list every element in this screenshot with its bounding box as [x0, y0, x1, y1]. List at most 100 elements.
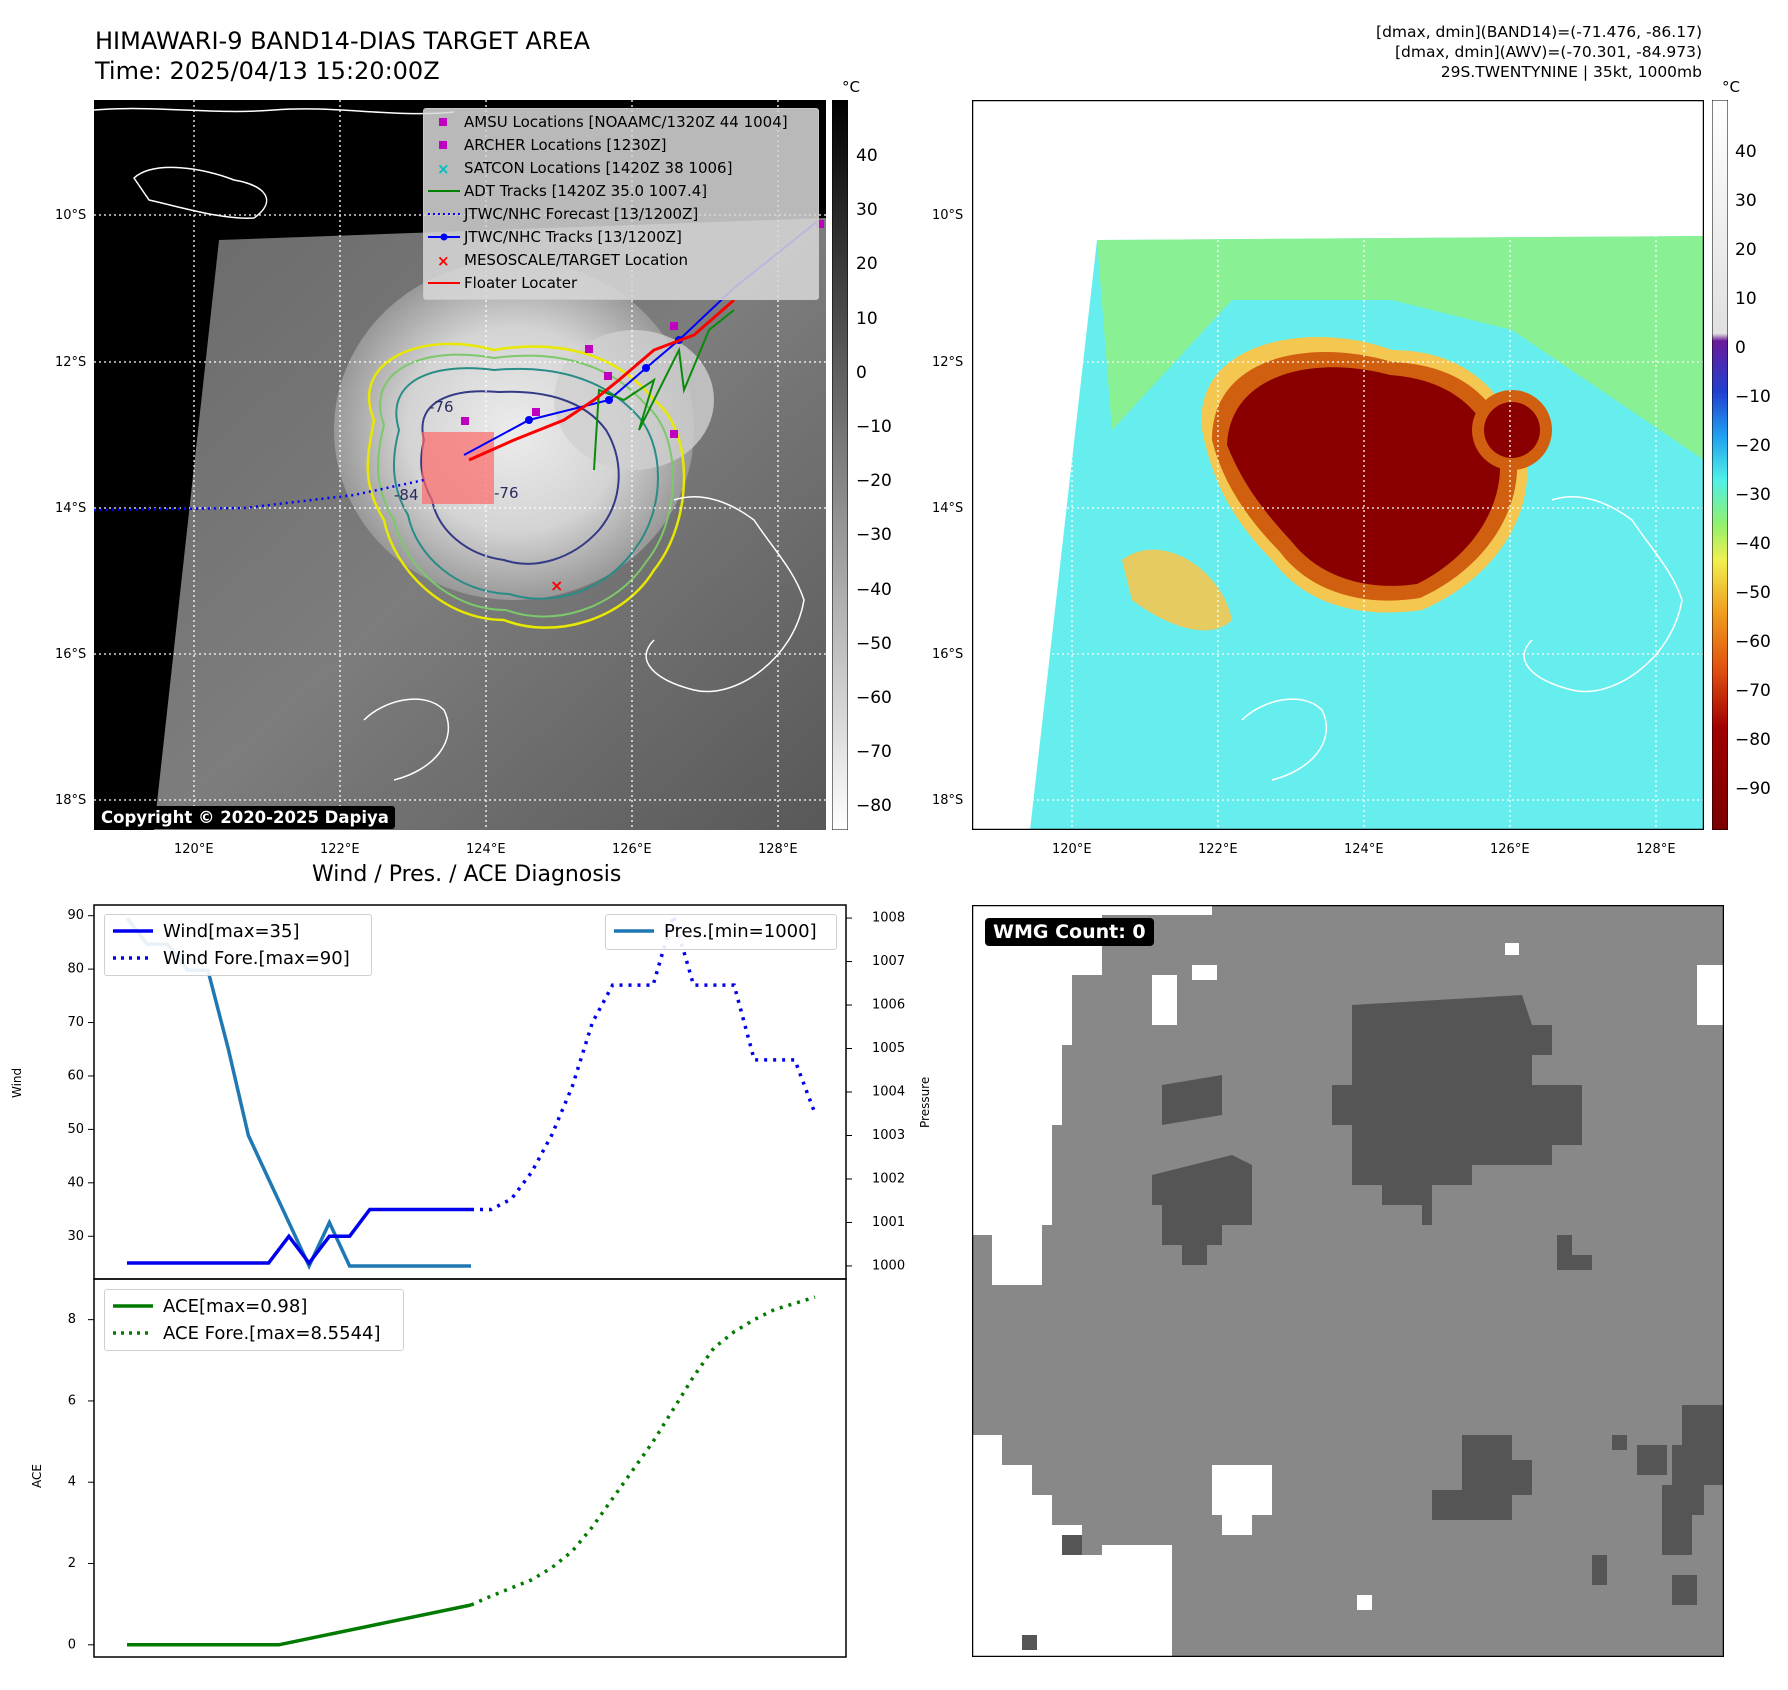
gray-colorbar-tick-label: −10 [856, 417, 892, 437]
pressure-legend: Pres.[min=1000] [605, 914, 837, 950]
map-legend: AMSU Locations [NOAAMC/1320Z 44 1004] AR… [423, 108, 819, 300]
ace-tick-label: 4 [68, 1475, 76, 1490]
gray-colorbar-tick-label: 0 [856, 362, 867, 383]
color-colorbar-tick-label: −40 [1735, 534, 1771, 554]
ace-axis-label: ACE [30, 1464, 44, 1488]
svg-text:×: × [437, 160, 450, 178]
awv-map-gridlines [972, 100, 1704, 830]
color-colorbar-tick-label: −20 [1735, 436, 1771, 456]
jtwc-forecast-line [94, 478, 425, 512]
contour-label-1: -76 [429, 398, 454, 416]
color-colorbar-tick-label: 10 [1735, 289, 1757, 309]
adt-track-line [593, 309, 735, 471]
legend-item-archer: ARCHER Locations [1230Z] [424, 134, 667, 156]
pressure-tick-label: 1000 [872, 1258, 905, 1273]
lon-label-126e: 126°E [612, 842, 652, 857]
lon-label-122e: 122°E [320, 842, 360, 857]
awv-lon-label-128e: 128°E [1636, 842, 1676, 857]
color-colorbar-unit: °C [1722, 78, 1740, 96]
pressure-tick-label: 1002 [872, 1171, 905, 1186]
gray-colorbar-tick-label: −40 [856, 579, 892, 600]
legend-item-adt: ADT Tracks [1420Z 35.0 1007.4] [424, 180, 707, 202]
ace-legend: ACE[max=0.98] ACE Fore.[max=8.5544] [104, 1289, 404, 1351]
pressure-tick-label: 1001 [872, 1215, 905, 1230]
awv-lat-label-18s: 18°S [932, 793, 964, 808]
lat-label-14s: 14°S [55, 501, 87, 516]
figure-info-line1: [dmax, dmin](BAND14)=(-71.476, -86.17) [1376, 23, 1702, 41]
diag-title: Wind / Pres. / ACE Diagnosis [312, 862, 622, 887]
color-colorbar-tick-label: −10 [1735, 387, 1771, 407]
gray-colorbar-tick-label: 30 [856, 200, 878, 221]
legend-item-mesoscale: × MESOSCALE/TARGET Location [424, 249, 688, 271]
gray-colorbar-tick-label: −70 [856, 742, 892, 763]
figure-info-line2: [dmax, dmin](AWV)=(-70.301, -84.973) [1395, 43, 1702, 61]
wind-tick-label: 90 [67, 908, 84, 923]
gray-colorbar-unit: °C [842, 78, 860, 96]
color-colorbar-tick-label: −60 [1735, 632, 1771, 652]
awv-lat-label-14s: 14°S [932, 501, 964, 516]
wmg-panel [972, 905, 1724, 1657]
color-colorbar-tick-label: 30 [1735, 191, 1757, 211]
legend-label-jtwc-forecast: JTWC/NHC Forecast [13/1200Z] [464, 205, 699, 223]
legend-ace-fore: ACE Fore.[max=8.5544] [111, 1320, 381, 1346]
legend-ace-fore-label: ACE Fore.[max=8.5544] [163, 1322, 381, 1344]
awv-lon-label-124e: 124°E [1344, 842, 1384, 857]
ace-forecast-series-line [470, 1295, 816, 1607]
legend-item-amsu: AMSU Locations [NOAAMC/1320Z 44 1004] [424, 111, 788, 133]
pressure-tick-label: 1005 [872, 1041, 905, 1056]
wind-tick-label: 80 [67, 962, 84, 977]
color-colorbar-tick-label: 40 [1735, 142, 1757, 162]
color-colorbar-tick-label: −30 [1735, 485, 1771, 505]
gray-colorbar-tick-label: −50 [856, 633, 892, 654]
awv-lat-label-12s: 12°S [932, 355, 964, 370]
color-colorbar-tick-label: −50 [1735, 583, 1771, 603]
pressure-axis-label: Pressure [918, 1076, 932, 1128]
ace-tick-label: 6 [68, 1393, 76, 1408]
amsu-archer-markers [461, 220, 824, 438]
pressure-tick-label: 1008 [872, 911, 905, 926]
wind-tick-label: 60 [67, 1068, 84, 1083]
legend-pres: Pres.[min=1000] [612, 918, 817, 944]
wind-series-line [127, 1207, 471, 1266]
gray-colorbar-tick-label: 10 [856, 308, 878, 329]
lon-label-128e: 128°E [758, 842, 798, 857]
color-colorbar-tick-label: 20 [1735, 240, 1757, 260]
wind-forecast-series-line [471, 909, 817, 1212]
gray-colorbar-tick-label: −80 [856, 796, 892, 817]
legend-wind-fore: Wind Fore.[max=90] [111, 945, 350, 971]
legend-label-mesoscale: MESOSCALE/TARGET Location [464, 251, 689, 269]
pressure-tick-label: 1004 [872, 1085, 905, 1100]
legend-item-jtwc-tracks: JTWC/NHC Tracks [13/1200Z] [424, 226, 682, 248]
target-location-marker: × [550, 576, 563, 595]
pressure-tick-label: 1007 [872, 954, 905, 969]
contour-label-3: -84 [394, 486, 419, 504]
wind-legend: Wind[max=35] Wind Fore.[max=90] [104, 914, 372, 976]
legend-label-satcon: SATCON Locations [1420Z 38 1006] [464, 159, 733, 177]
lat-label-12s: 12°S [55, 355, 87, 370]
wind-tick-label: 40 [67, 1175, 84, 1190]
gray-colorbar [832, 100, 848, 830]
figure-info: [dmax, dmin](BAND14)=(-71.476, -86.17) [… [1376, 22, 1702, 82]
color-colorbar-tick-label: −80 [1735, 730, 1771, 750]
ace-axes-frame [93, 1278, 847, 1658]
figure-info-line3: 29S.TWENTYNINE | 35kt, 1000mb [1440, 63, 1702, 81]
legend-label-jtwc-tracks: JTWC/NHC Tracks [13/1200Z] [464, 228, 682, 246]
ace-tick-label: 2 [68, 1556, 76, 1571]
legend-item-floater: Floater Locater [424, 272, 577, 294]
lon-label-120e: 120°E [174, 842, 214, 857]
color-colorbar [1712, 100, 1728, 830]
ace-tick-label: 8 [68, 1312, 76, 1327]
legend-label-adt: ADT Tracks [1420Z 35.0 1007.4] [464, 182, 708, 200]
wmg-count-badge: WMG Count: 0 [985, 918, 1154, 946]
wind-axis-label: Wind [10, 1067, 24, 1098]
wind-tick-label: 50 [67, 1122, 84, 1137]
legend-label-archer: ARCHER Locations [1230Z] [464, 136, 667, 154]
contour-label-2: -76 [494, 484, 519, 502]
gray-colorbar-tick-label: −60 [856, 688, 892, 708]
ace-series-line [127, 1603, 472, 1647]
lat-label-10s: 10°S [55, 208, 87, 223]
figure-title-line1: HIMAWARI-9 BAND14-DIAS TARGET AREA [95, 27, 591, 55]
gray-colorbar-tick-label: −20 [856, 471, 892, 492]
awv-lon-label-126e: 126°E [1490, 842, 1530, 857]
